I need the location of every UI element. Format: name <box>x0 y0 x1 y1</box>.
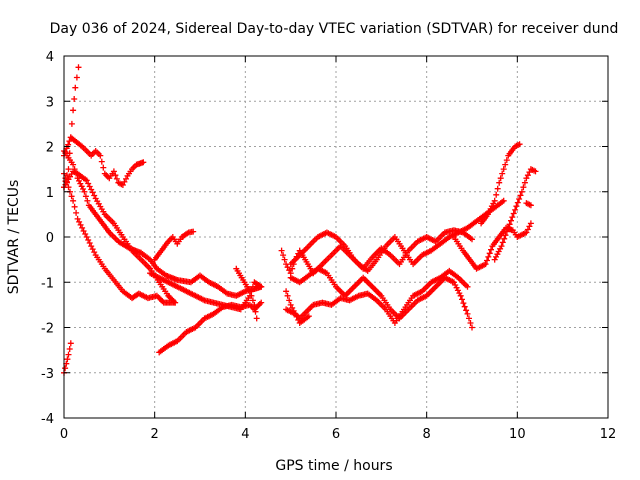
data-markers-track-5 <box>61 148 265 299</box>
data-markers-track-13 <box>283 267 471 326</box>
y-tick-label: 3 <box>46 95 54 110</box>
data-markers-track-18 <box>491 166 539 263</box>
series-track-17 <box>478 141 523 227</box>
series-track-5 <box>61 148 265 299</box>
data-markers-track-19 <box>523 200 534 209</box>
data-markers-track-7 <box>151 228 197 263</box>
y-axis-label: SDTVAR / TECUs <box>6 180 22 295</box>
y-tick-label: 0 <box>46 231 54 246</box>
data-markers-track-17 <box>478 141 523 227</box>
y-tick-label: -1 <box>41 276 54 291</box>
series-track-12 <box>287 265 475 331</box>
series-track-16 <box>450 220 534 272</box>
data-markers-track-12 <box>287 265 475 331</box>
data-markers-track-14 <box>283 288 312 326</box>
x-tick-label: 8 <box>423 427 431 442</box>
series-track-3 <box>61 134 147 188</box>
series-track-7 <box>151 228 197 263</box>
series-track-14 <box>283 288 312 326</box>
series-track-19 <box>523 200 534 209</box>
data-markers-track-10 <box>233 265 260 322</box>
x-tick-label: 6 <box>332 427 340 442</box>
x-tick-label: 10 <box>509 427 526 442</box>
y-tick-label: -4 <box>41 412 54 427</box>
series-track-10 <box>233 265 260 322</box>
y-tick-label: 2 <box>46 141 54 156</box>
x-tick-label: 12 <box>600 427 617 442</box>
x-tick-label: 2 <box>151 427 159 442</box>
series-track-2 <box>61 340 74 376</box>
y-tick-label: -3 <box>41 367 54 382</box>
x-tick-label: 0 <box>60 427 68 442</box>
x-tick-label: 4 <box>241 427 249 442</box>
y-tick-label: 4 <box>46 50 54 65</box>
data-markers-track-3 <box>61 134 147 188</box>
x-axis-label: GPS time / hours <box>275 458 392 474</box>
series-track-18 <box>491 166 539 263</box>
data-markers-track-16 <box>450 220 534 272</box>
data-markers <box>61 64 539 376</box>
data-markers-track-15 <box>287 227 475 272</box>
data-markers-track-2 <box>61 340 74 376</box>
chart-title: Day 036 of 2024, Sidereal Day-to-day VTE… <box>50 21 619 37</box>
y-tick-label: -2 <box>41 322 54 337</box>
series-track-15 <box>287 227 475 272</box>
y-tick-label: 1 <box>46 186 54 201</box>
series-track-13 <box>283 267 471 326</box>
